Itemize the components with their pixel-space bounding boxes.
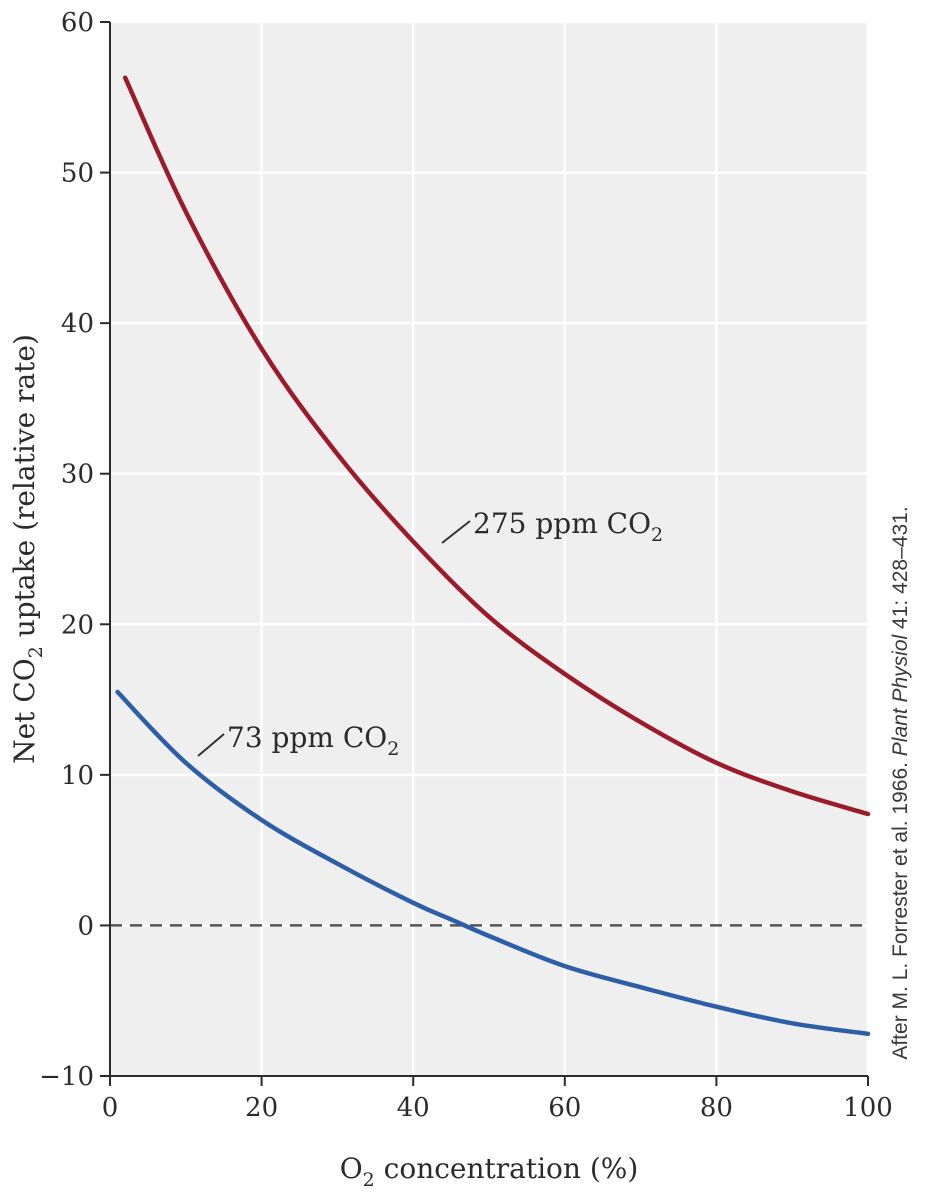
plot-background: [110, 22, 868, 1076]
x-tick-label: 40: [397, 1093, 430, 1123]
x-tick-label: 80: [700, 1093, 733, 1123]
y-tick-label: 20: [61, 610, 94, 640]
x-tick-label: 0: [102, 1093, 119, 1123]
series-layer: [115, 75, 871, 1037]
series-line-0: [122, 75, 871, 817]
axes: −10 0 10 20 30 40 50 60 0 20 40 60 80 100: [39, 8, 893, 1123]
y-tick-label: 30: [61, 460, 94, 490]
series-label-0: 275 ppm CO2: [473, 507, 663, 546]
x-tick-label: 20: [245, 1093, 278, 1123]
labels: 275 ppm CO2 73 ppm CO2: [197, 507, 663, 760]
series-label-1: 73 ppm CO2: [227, 721, 399, 760]
x-tick-label: 60: [548, 1093, 581, 1123]
y-tick-label: 10: [61, 761, 94, 791]
y-tick-label: 40: [61, 309, 94, 339]
y-tick-label: −10: [39, 1062, 94, 1092]
x-axis-title: O2 concentration (%): [340, 1152, 639, 1191]
series-line-1: [115, 689, 871, 1037]
series-label-leader-1: [197, 733, 225, 757]
source-note: After M. L. Forrester et al. 1966. Plant…: [889, 506, 912, 1059]
y-tick-label: 60: [61, 8, 94, 38]
y-tick-label: 50: [61, 159, 94, 189]
x-tick-label: 100: [843, 1093, 893, 1123]
series-label-leader-0: [441, 520, 471, 544]
y-axis-title: Net CO2 uptake (relative rate): [8, 334, 47, 764]
y-tick-label: 0: [77, 911, 94, 941]
